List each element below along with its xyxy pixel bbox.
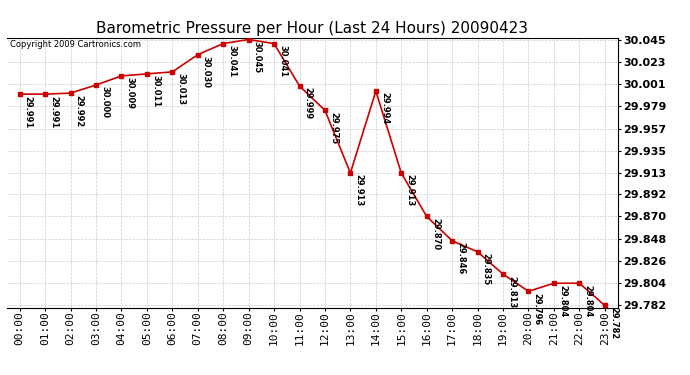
Text: 30.045: 30.045 <box>253 41 262 73</box>
Text: 30.041: 30.041 <box>227 45 237 77</box>
Text: 30.011: 30.011 <box>151 75 160 108</box>
Text: Copyright 2009 Cartronics.com: Copyright 2009 Cartronics.com <box>10 40 141 49</box>
Text: 29.813: 29.813 <box>507 276 516 308</box>
Text: 29.913: 29.913 <box>406 174 415 207</box>
Text: 29.870: 29.870 <box>431 218 440 250</box>
Text: 29.835: 29.835 <box>482 253 491 285</box>
Text: 30.009: 30.009 <box>126 77 135 110</box>
Text: 29.846: 29.846 <box>456 242 465 274</box>
Text: 30.041: 30.041 <box>278 45 287 77</box>
Text: 29.782: 29.782 <box>609 307 618 339</box>
Text: 29.991: 29.991 <box>23 96 33 128</box>
Text: 29.999: 29.999 <box>304 87 313 120</box>
Text: 29.804: 29.804 <box>558 285 567 317</box>
Text: 30.000: 30.000 <box>100 86 109 118</box>
Text: 29.913: 29.913 <box>355 174 364 207</box>
Text: 29.992: 29.992 <box>75 94 83 127</box>
Text: 29.975: 29.975 <box>329 112 338 144</box>
Text: 30.013: 30.013 <box>177 73 186 105</box>
Text: 29.796: 29.796 <box>533 293 542 325</box>
Text: 29.994: 29.994 <box>380 93 389 125</box>
Text: 30.030: 30.030 <box>202 56 211 88</box>
Text: 29.991: 29.991 <box>49 96 58 128</box>
Title: Barometric Pressure per Hour (Last 24 Hours) 20090423: Barometric Pressure per Hour (Last 24 Ho… <box>96 21 529 36</box>
Text: 29.804: 29.804 <box>584 285 593 317</box>
